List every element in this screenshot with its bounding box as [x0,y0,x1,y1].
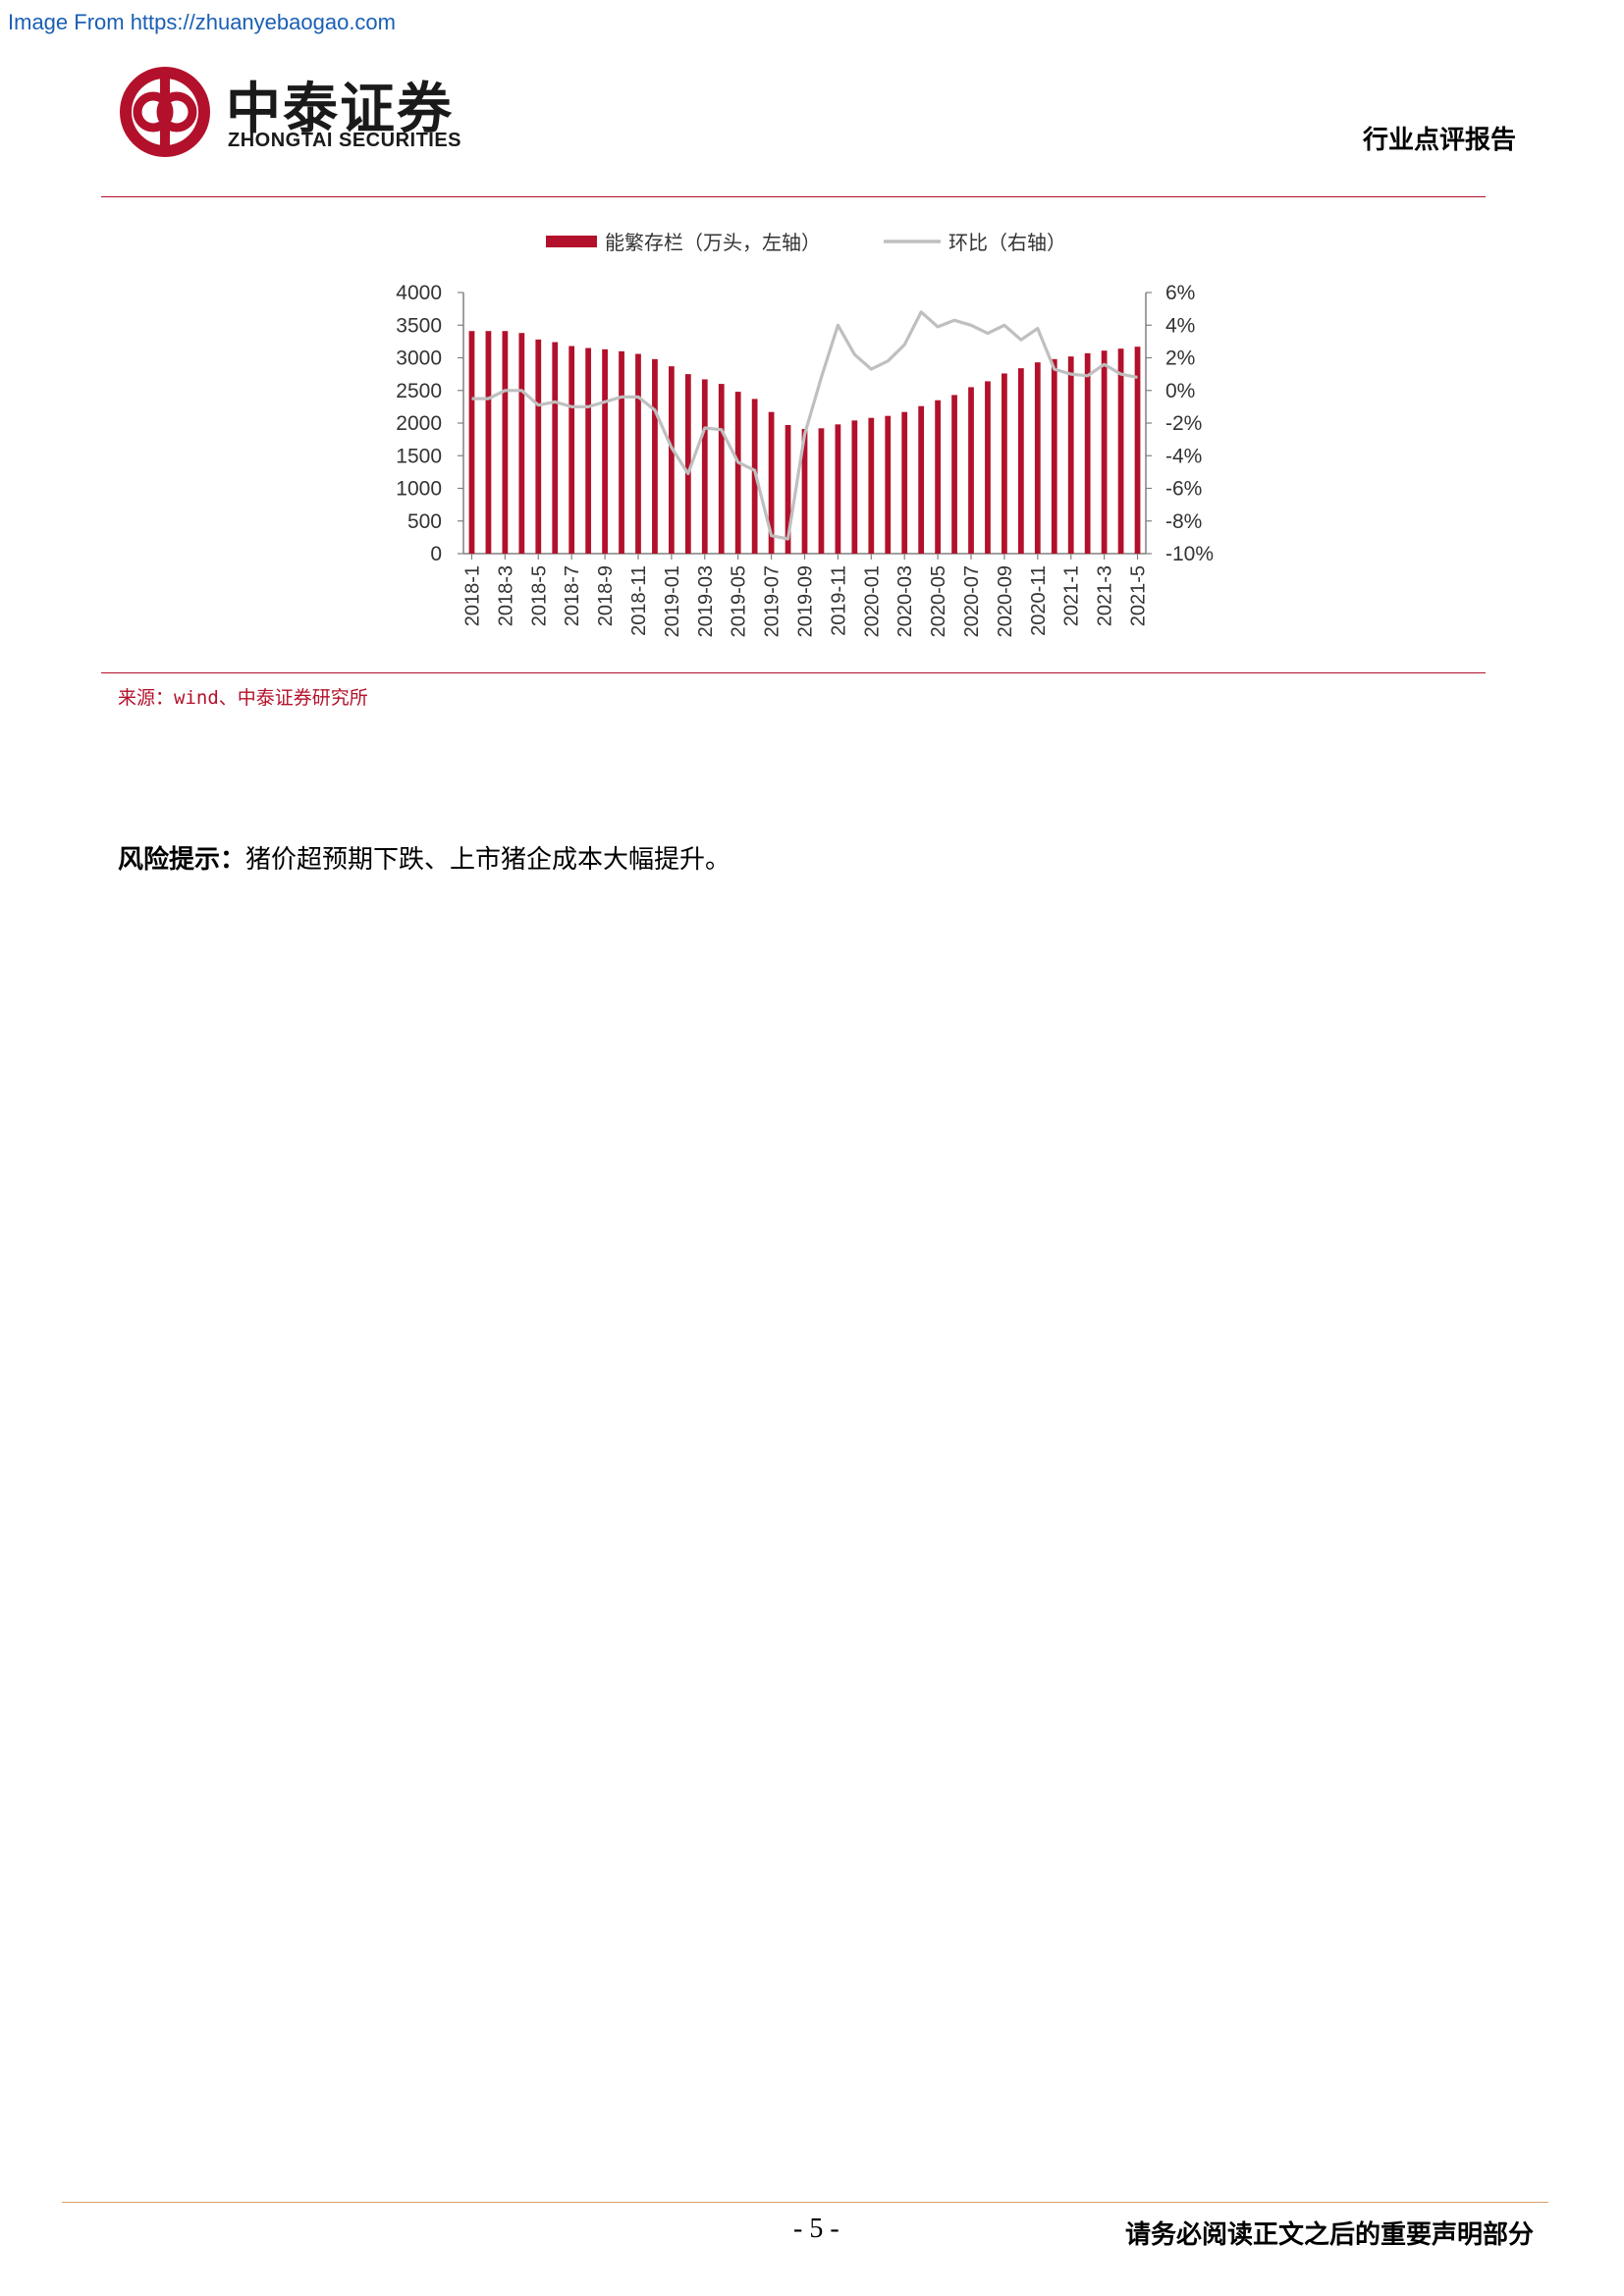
bar [1017,368,1024,554]
x-tick-label: 2019-01 [662,565,683,637]
y-right-tick-label: 2% [1165,347,1195,370]
y-right-tick-label: -4% [1165,445,1202,467]
bar [485,331,492,554]
footer-disclaimer: 请务必阅读正文之后的重要声明部分 [1124,2220,1534,2250]
bar [669,366,675,554]
x-tick-label: 2020-05 [928,565,949,637]
bar [785,424,791,554]
x-tick-label: 2020-01 [861,565,883,637]
bar [901,411,908,554]
bar [985,381,991,554]
legend-label-bars: 能繁存栏（万头，左轴） [605,231,821,254]
watermark: Image From https://zhuanyebaogao.com [8,10,396,34]
bar [502,331,509,554]
bar [518,333,525,554]
y-left-tick-label: 500 [407,510,442,533]
x-tick-label: 2018-3 [495,565,516,626]
bar [635,353,641,554]
y-right-tick-label: -6% [1165,478,1202,501]
bar [868,417,875,554]
bar [1034,362,1041,554]
x-tick-label: 2019-03 [695,565,717,637]
x-tick-label: 2018-5 [528,565,550,626]
report-type: 行业点评报告 [1362,126,1516,155]
bar [718,384,725,554]
bar [1084,352,1091,554]
x-tick-label: 2018-7 [562,565,583,626]
bar [552,342,559,554]
bar [701,379,708,554]
brand-logo: 中泰证券 ZHONGTAI SECURITIES [116,61,509,169]
y-left-tick-label: 3500 [396,314,442,337]
x-tick-label: 2020-09 [995,565,1016,637]
x-tick-label: 2021-1 [1061,565,1083,626]
bar [835,424,841,554]
bar [535,339,542,554]
x-tick-label: 2020-03 [894,565,916,637]
x-tick-label: 2019-11 [828,565,849,636]
x-tick-label: 2019-07 [762,565,784,637]
risk-label: 风险提示： [118,845,246,875]
risk-text: 猪价超预期下跌、上市猪企成本大幅提升。 [245,845,731,875]
bar [652,358,658,554]
chart-source: 来源：wind、中泰证券研究所 [118,687,368,709]
bar [602,348,608,554]
y-left-tick-label: 1000 [396,478,442,501]
bar [818,428,825,554]
y-left-tick-label: 2500 [396,380,442,402]
x-tick-label: 2019-05 [729,565,750,637]
bar [801,428,808,554]
bar [684,374,691,554]
bar [851,420,858,554]
bar [734,392,741,554]
breeding-sow-chart: 4000 3500 3000 2500 2000 1500 1000 500 0 6% 4% 2% 0%… [396,231,1214,637]
legend-swatch-bars [546,236,597,247]
y-right-tick-label: -8% [1165,510,1202,533]
brand-name-cn: 中泰证券 [226,78,454,141]
y-left-tick-label: 2000 [396,412,442,435]
x-tick-label: 2021-5 [1128,565,1150,626]
mom-line [471,310,1138,541]
y-left-tick-label: 3000 [396,347,442,370]
header-divider [101,196,1486,197]
chart-divider [101,672,1486,673]
bar [468,331,475,554]
bar [1001,373,1007,554]
bar [918,405,925,554]
bar [1117,348,1124,554]
logo-mark-icon [120,67,210,157]
bar [568,346,575,554]
bar [951,395,957,554]
y-right-tick-label: -2% [1165,412,1202,435]
legend-label-line: 环比（右轴） [948,231,1066,254]
page-number: - 5 - [793,2214,839,2244]
brand-name-en: ZHONGTAI SECURITIES [228,130,462,151]
y-right-tick-label: 6% [1165,282,1195,304]
x-tick-label: 2021-3 [1095,565,1116,626]
y-left-tick-label: 4000 [396,282,442,304]
x-tick-label: 2018-11 [628,565,650,636]
y-left-tick-label: 1500 [396,445,442,467]
y-left-tick-label: 0 [430,543,442,565]
bar [1067,356,1074,554]
bar [885,415,892,554]
bar [619,350,624,554]
bar [768,411,775,554]
y-right-tick-label: 4% [1165,314,1195,337]
bar [935,400,941,554]
footer-divider [62,2202,1548,2203]
x-tick-label: 2018-1 [461,565,483,626]
x-tick-label: 2019-09 [795,565,817,637]
x-tick-label: 2018-9 [595,565,617,626]
bar [585,347,592,554]
bar [1134,347,1141,554]
bar [1051,358,1057,554]
bar [968,387,974,554]
y-right-tick-label: -10% [1165,543,1214,565]
risk-note: 风险提示：猪价超预期下跌、上市猪企成本大幅提升。 [118,839,731,876]
y-right-tick-label: 0% [1165,380,1195,402]
bar [1101,350,1108,554]
x-tick-label: 2020-07 [961,565,983,637]
x-tick-label: 2020-11 [1028,565,1050,636]
